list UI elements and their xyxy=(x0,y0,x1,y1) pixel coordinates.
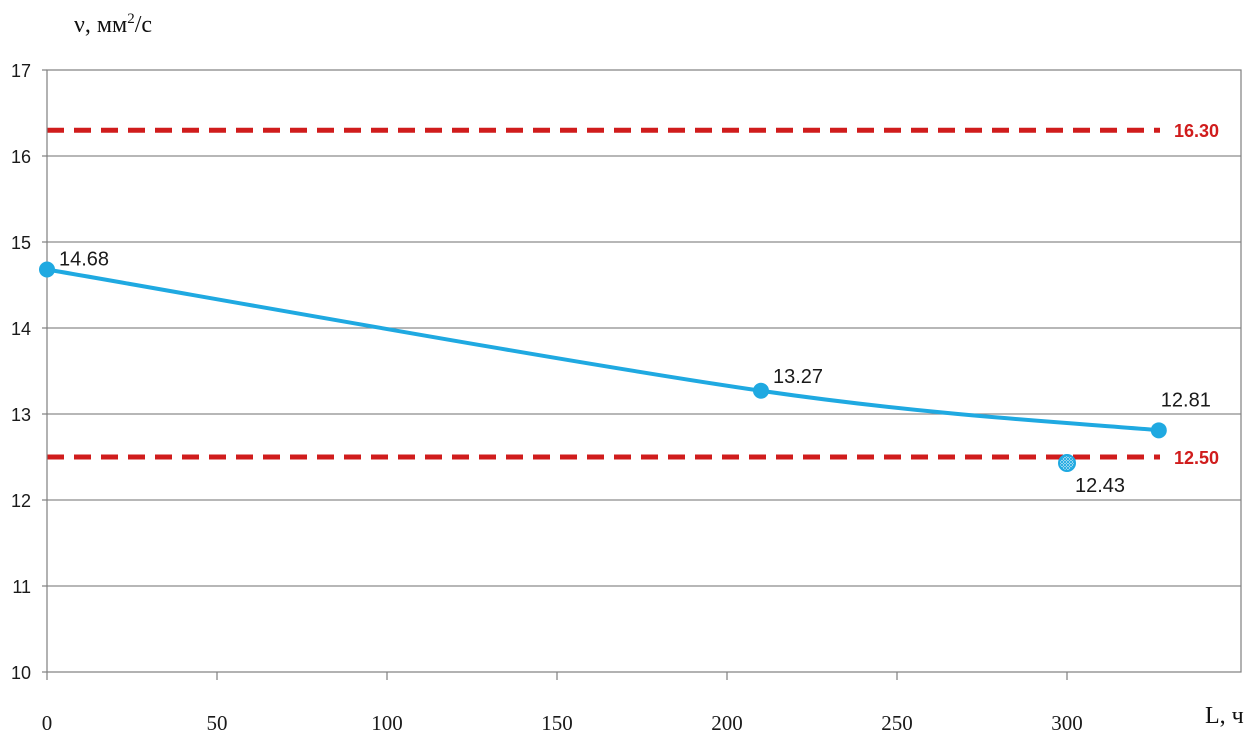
data-label: 14.68 xyxy=(59,249,109,271)
x-tick-label: 150 xyxy=(541,711,573,731)
x-tick-label: 200 xyxy=(711,711,743,731)
plot-frame xyxy=(46,69,1242,673)
x-axis-title: L, ч xyxy=(1205,703,1244,729)
series-line xyxy=(45,267,1161,433)
data-label: 12.81 xyxy=(1161,389,1211,411)
reference-line-label: 16.30 xyxy=(1174,121,1219,141)
x-tick-label: 0 xyxy=(42,711,53,731)
extra-data-point xyxy=(1058,454,1076,473)
x-tick-label: 100 xyxy=(371,711,403,731)
y-tick-label: 13 xyxy=(11,405,31,425)
x-tick-label: 250 xyxy=(881,711,913,731)
y-tick-label: 15 xyxy=(11,233,31,253)
data-point xyxy=(39,261,55,278)
x-tick-label: 300 xyxy=(1051,711,1083,731)
y-tick-label: 17 xyxy=(11,61,31,81)
data-point xyxy=(1150,422,1167,439)
extra-data-label: 12.43 xyxy=(1075,475,1125,497)
y-tick-label: 16 xyxy=(11,147,31,167)
x-tick-label: 50 xyxy=(207,711,228,731)
y-tick-label: 12 xyxy=(11,491,31,511)
y-tick-label: 14 xyxy=(11,319,31,339)
data-label: 13.27 xyxy=(773,366,823,388)
y-axis-title: ν, мм2/с xyxy=(74,11,153,39)
y-tick-label: 11 xyxy=(12,577,31,597)
y-tick-label: 10 xyxy=(11,663,31,683)
data-point xyxy=(753,382,769,399)
reference-line-label: 12.50 xyxy=(1174,448,1219,468)
